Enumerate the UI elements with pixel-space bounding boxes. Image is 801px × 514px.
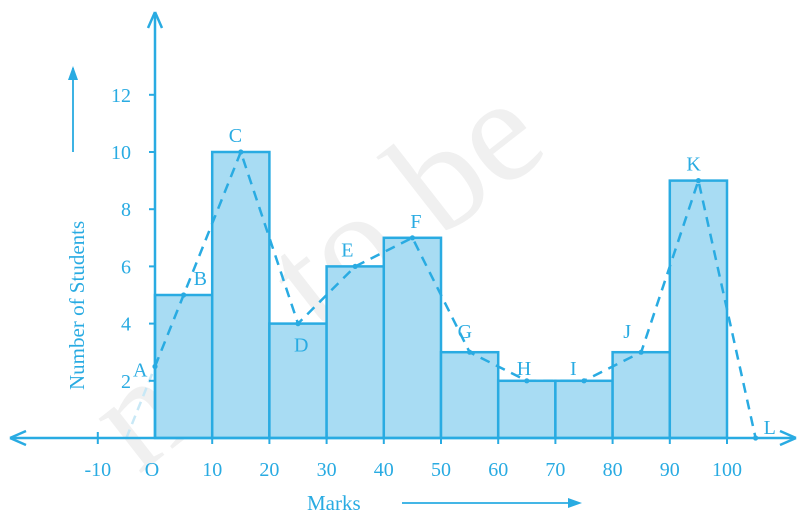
polygon-segment-start <box>125 366 157 439</box>
point-label-C: C <box>229 125 242 147</box>
polygon-point-B <box>181 292 187 298</box>
x-axis-right-arrow <box>779 429 797 447</box>
y-tick-label-10: 10 <box>111 142 131 164</box>
bar-50-60 <box>439 350 500 440</box>
polygon-point-C <box>238 149 244 155</box>
x-tick-label-10: 10 <box>202 459 222 481</box>
point-label-J: J <box>623 321 631 343</box>
point-label-D: D <box>294 335 308 357</box>
polygon-point-I <box>581 378 587 384</box>
point-label-A: A <box>133 360 148 382</box>
polygon-point-H <box>524 378 530 384</box>
y-axis-arrow <box>146 11 164 29</box>
y-tick-label-6: 6 <box>121 256 131 278</box>
polygon-point-F <box>409 235 415 241</box>
point-label-G: G <box>458 321 472 343</box>
bar-30-40 <box>325 265 386 440</box>
x-title-arrow-head <box>568 498 582 508</box>
bar-70-80 <box>554 379 614 440</box>
point-label-K: K <box>686 154 701 176</box>
x-axis-left-arrow <box>9 429 27 447</box>
ticks: -10 O 10 20 30 40 50 60 70 80 90 100 2 4 6 8 10 12 <box>84 85 742 481</box>
y-title-arrow-head <box>68 66 78 80</box>
x-tick-label-60: 60 <box>488 459 508 481</box>
polygon-line <box>153 148 757 439</box>
x-tick-label--10: -10 <box>84 459 111 481</box>
point-label-L: L <box>764 417 776 439</box>
bar-90-100 <box>668 179 729 440</box>
x-tick-label-0: O <box>145 459 159 481</box>
x-tick-label-90: 90 <box>660 459 680 481</box>
x-axis-title: Marks <box>307 491 361 514</box>
axes <box>9 11 797 508</box>
frequency-polygon <box>125 148 759 441</box>
y-tick-label-2: 2 <box>121 371 131 393</box>
polygon-point-J <box>638 349 644 355</box>
x-tick-label-80: 80 <box>603 459 623 481</box>
x-tick-label-100: 100 <box>712 459 742 481</box>
y-tick-label-4: 4 <box>121 314 131 336</box>
point-label-I: I <box>570 358 577 380</box>
y-axis-title: Number of Students <box>65 221 89 390</box>
polygon-point-K <box>695 178 702 184</box>
axis-titles: Marks Number of Students <box>65 221 361 514</box>
x-tick-label-50: 50 <box>431 459 451 481</box>
histogram-bars <box>153 150 729 440</box>
point-label-H: H <box>517 358 531 380</box>
bar-80-90 <box>611 350 672 440</box>
bar-20-30 <box>268 322 328 440</box>
x-tick-label-20: 20 <box>259 459 279 481</box>
polygon-point-E <box>352 263 358 269</box>
polygon-point-G <box>467 349 473 355</box>
bar-40-50 <box>382 236 443 440</box>
bar-10-20 <box>210 150 271 440</box>
point-labels: A B C D E F G H I J K L <box>133 125 776 439</box>
point-label-B: B <box>194 268 207 290</box>
bar-0-10 <box>153 293 214 440</box>
x-tick-label-40: 40 <box>374 459 394 481</box>
y-tick-label-8: 8 <box>121 199 131 221</box>
x-tick-label-30: 30 <box>317 459 337 481</box>
point-label-E: E <box>341 239 353 261</box>
point-label-F: F <box>410 211 421 233</box>
x-tick-label-70: 70 <box>545 459 565 481</box>
polygon-point-D <box>295 321 301 327</box>
bar-60-70 <box>496 379 557 440</box>
y-tick-label-12: 12 <box>111 85 131 107</box>
